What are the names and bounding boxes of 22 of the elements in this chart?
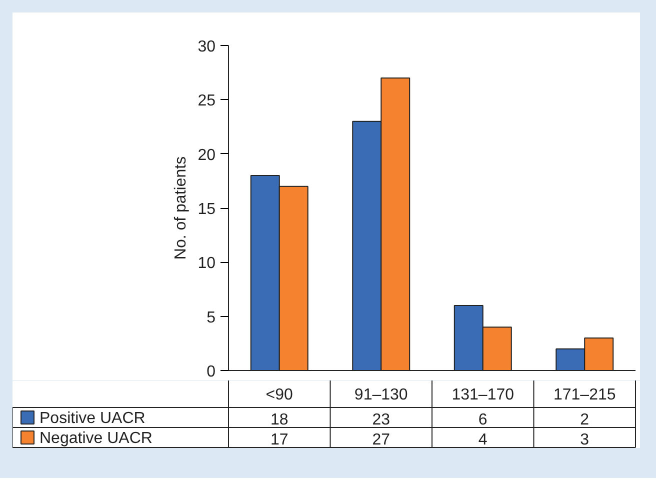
- data-label: 27: [372, 432, 390, 448]
- data-label: 6: [478, 412, 488, 428]
- data-label: 17: [270, 432, 288, 448]
- legend-label: Positive UACR: [40, 410, 146, 427]
- data-label: 3: [580, 432, 590, 448]
- data-label: 23: [372, 412, 390, 428]
- x-tick-label: 131–170: [452, 386, 514, 404]
- y-tick-label: 15: [198, 201, 216, 218]
- y-tick-label: 20: [198, 146, 216, 164]
- x-tick-label: <90: [266, 386, 294, 404]
- x-tick-label: 171–215: [553, 386, 616, 404]
- y-tick-label: 5: [206, 309, 216, 326]
- x-tick-label: 91–130: [354, 386, 408, 404]
- legend-label: Negative UACR: [40, 430, 152, 447]
- y-tick-label: 10: [198, 255, 216, 272]
- y-axis-title: No. of patients: [172, 156, 190, 260]
- y-tick-label: 25: [198, 92, 216, 110]
- data-label: 4: [478, 432, 488, 448]
- y-tick-label: 0: [206, 364, 216, 380]
- data-label: 2: [580, 412, 590, 428]
- data-label: 18: [270, 412, 288, 428]
- y-tick-label: 30: [198, 38, 216, 56]
